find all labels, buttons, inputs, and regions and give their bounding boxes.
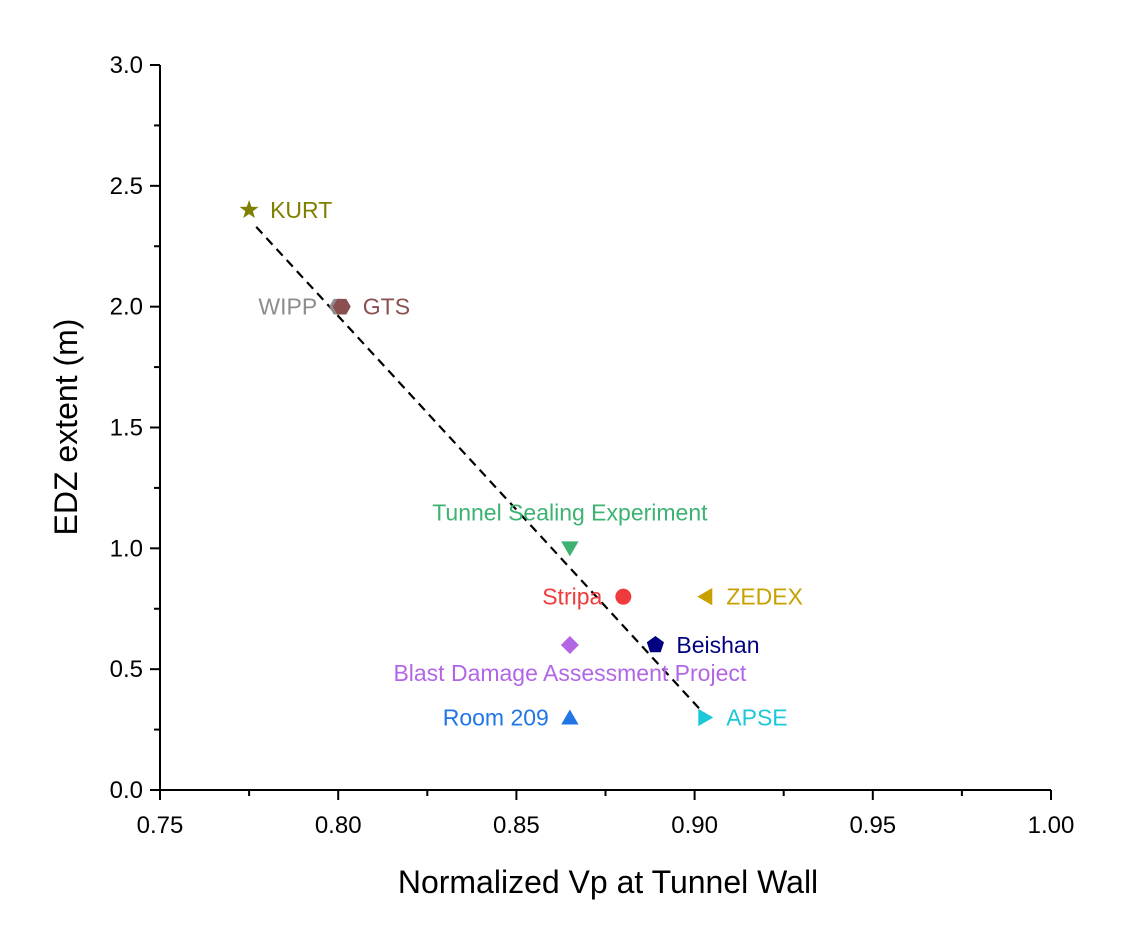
point-labels: KURT WIPP GTS Tunnel Sealing Experiment Stri… [258,197,803,731]
y-axis-title: EDZ extent (m) [48,319,84,536]
point-label: ZEDEX [726,584,803,610]
trend-line-group [255,226,707,716]
y-tick-label: 1.0 [110,535,143,562]
point-tunnel-sealing-experiment [561,541,579,557]
x-tick-label: 0.95 [849,812,896,839]
point-label: WIPP [258,294,317,320]
point-kurt [239,200,259,219]
point-label: Stripa [542,584,602,610]
point-label: Blast Damage Assessment Project [393,660,746,686]
x-tick-label: 0.90 [671,812,718,839]
point-label: Tunnel Sealing Experiment [432,499,708,525]
x-tick-label: 0.75 [137,812,184,839]
y-tick-label: 2.0 [110,294,143,321]
point-label: Beishan [676,632,759,658]
data-points [239,200,714,727]
x-tick-label: 0.80 [315,812,362,839]
point-apse [698,708,714,727]
point-beishan [646,636,664,653]
point-label: APSE [726,705,787,731]
point-label: KURT [270,197,332,223]
trend-line [255,226,707,716]
y-tick-label: 3.0 [110,52,143,79]
point-stripa [615,588,632,605]
y-tick-label: 1.5 [110,415,143,442]
x-tick-label: 1.00 [1028,812,1075,839]
x-tick-label: 0.85 [493,812,540,839]
point-label: GTS [363,294,410,320]
y-tick-label: 0.5 [110,656,143,683]
axes: 0.75 0.80 0.85 0.90 0.95 1.00 0.0 0.5 1.0 1.5 2.0 2… [110,52,1075,839]
point-gts [332,298,351,315]
point-zedex [697,588,713,606]
point-room-209 [561,709,579,725]
x-axis-title: Normalized Vp at Tunnel Wall [398,864,818,900]
point-blast-damage-assessment-project [560,636,579,654]
point-label: Room 209 [443,705,549,731]
y-tick-label: 0.0 [110,777,143,804]
y-tick-label: 2.5 [110,173,143,200]
